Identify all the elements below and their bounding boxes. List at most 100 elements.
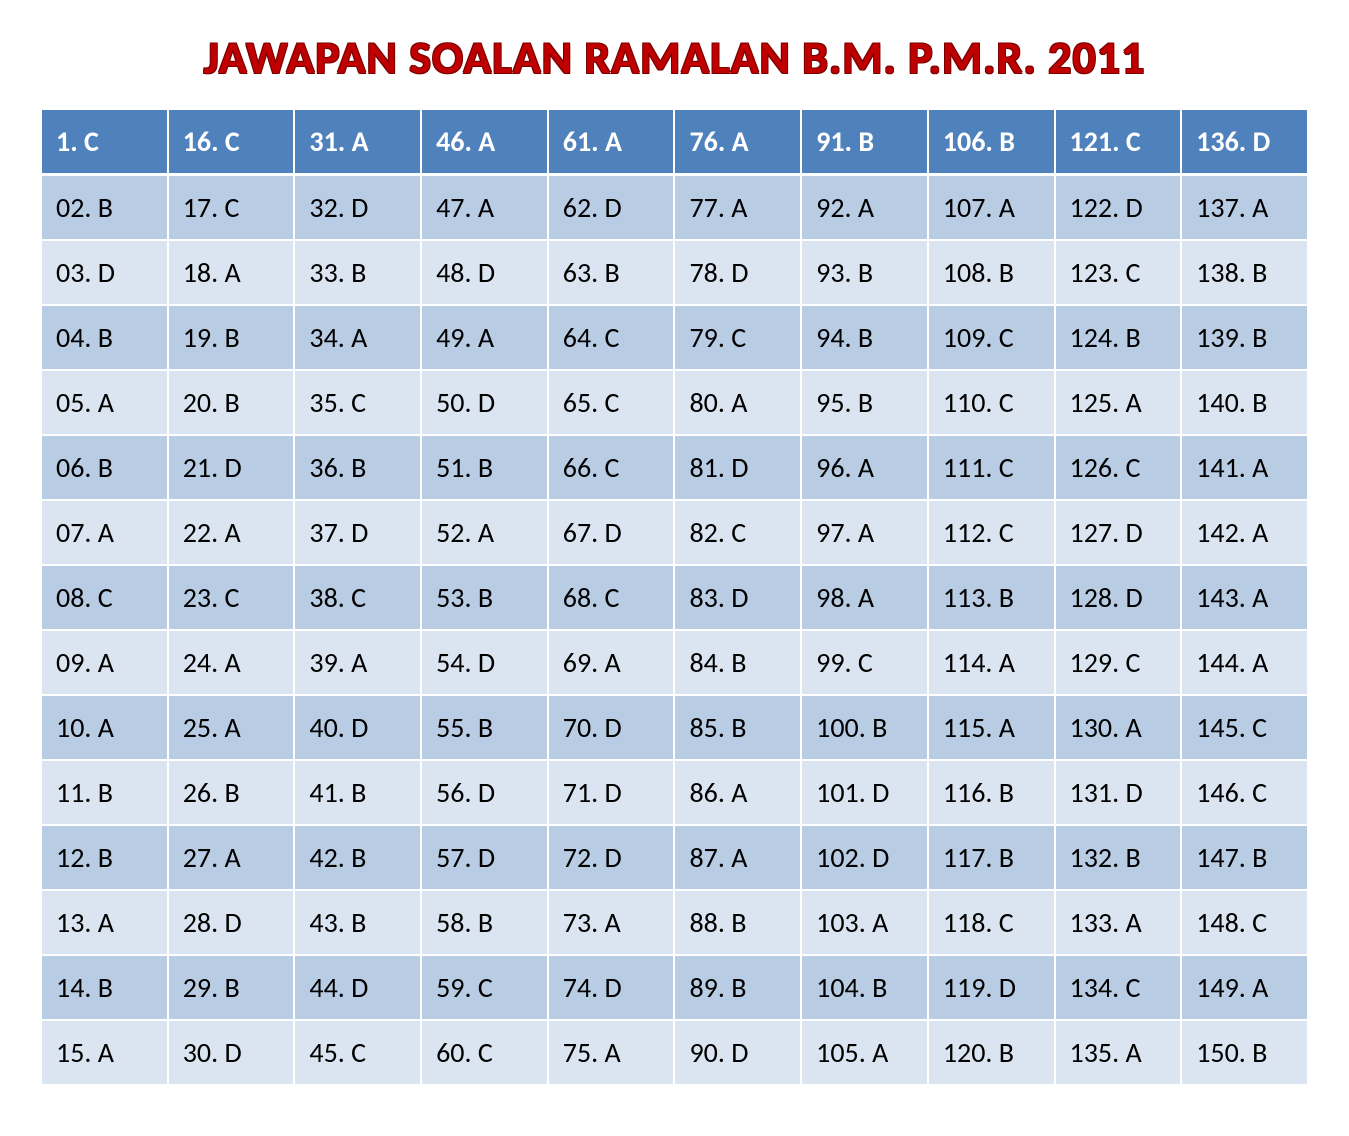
- answer-cell: 53. B: [421, 565, 548, 630]
- header-cell: 76. A: [674, 109, 801, 175]
- answer-cell: 06. B: [41, 435, 168, 500]
- answer-cell: 144. A: [1181, 630, 1308, 695]
- table-header-row: 1. C 16. C 31. A 46. A 61. A 76. A 91. B…: [41, 109, 1308, 175]
- answer-cell: 23. C: [168, 565, 295, 630]
- answer-key-table: 1. C 16. C 31. A 46. A 61. A 76. A 91. B…: [40, 108, 1309, 1086]
- answer-cell: 100. B: [801, 695, 928, 760]
- answer-cell: 93. B: [801, 240, 928, 305]
- answer-cell: 69. A: [548, 630, 675, 695]
- answer-cell: 118. C: [928, 890, 1055, 955]
- answer-cell: 12. B: [41, 825, 168, 890]
- answer-cell: 81. D: [674, 435, 801, 500]
- answer-cell: 21. D: [168, 435, 295, 500]
- answer-cell: 45. C: [294, 1020, 421, 1085]
- answer-cell: 27. A: [168, 825, 295, 890]
- answer-cell: 133. A: [1055, 890, 1182, 955]
- answer-cell: 73. A: [548, 890, 675, 955]
- answer-cell: 15. A: [41, 1020, 168, 1085]
- answer-cell: 84. B: [674, 630, 801, 695]
- table-row: 04. B19. B34. A49. A64. C79. C94. B109. …: [41, 305, 1308, 370]
- answer-cell: 103. A: [801, 890, 928, 955]
- answer-cell: 89. B: [674, 955, 801, 1020]
- answer-cell: 02. B: [41, 175, 168, 241]
- answer-cell: 64. C: [548, 305, 675, 370]
- answer-cell: 07. A: [41, 500, 168, 565]
- answer-cell: 105. A: [801, 1020, 928, 1085]
- header-cell: 136. D: [1181, 109, 1308, 175]
- table-row: 11. B26. B41. B56. D71. D86. A101. D116.…: [41, 760, 1308, 825]
- page-title: JAWAPAN SOALAN RAMALAN B.M. P.M.R. 2011: [40, 30, 1309, 86]
- answer-cell: 139. B: [1181, 305, 1308, 370]
- answer-cell: 43. B: [294, 890, 421, 955]
- answer-cell: 107. A: [928, 175, 1055, 241]
- answer-cell: 108. B: [928, 240, 1055, 305]
- answer-cell: 68. C: [548, 565, 675, 630]
- answer-cell: 97. A: [801, 500, 928, 565]
- answer-cell: 119. D: [928, 955, 1055, 1020]
- answer-cell: 132. B: [1055, 825, 1182, 890]
- answer-cell: 110. C: [928, 370, 1055, 435]
- answer-cell: 120. B: [928, 1020, 1055, 1085]
- answer-cell: 131. D: [1055, 760, 1182, 825]
- answer-cell: 11. B: [41, 760, 168, 825]
- header-cell: 1. C: [41, 109, 168, 175]
- answer-cell: 09. A: [41, 630, 168, 695]
- answer-cell: 109. C: [928, 305, 1055, 370]
- answer-cell: 75. A: [548, 1020, 675, 1085]
- answer-cell: 37. D: [294, 500, 421, 565]
- answer-cell: 149. A: [1181, 955, 1308, 1020]
- answer-cell: 66. C: [548, 435, 675, 500]
- answer-cell: 146. C: [1181, 760, 1308, 825]
- answer-cell: 35. C: [294, 370, 421, 435]
- answer-cell: 147. B: [1181, 825, 1308, 890]
- answer-cell: 123. C: [1055, 240, 1182, 305]
- answer-cell: 127. D: [1055, 500, 1182, 565]
- answer-cell: 33. B: [294, 240, 421, 305]
- answer-cell: 79. C: [674, 305, 801, 370]
- answer-cell: 141. A: [1181, 435, 1308, 500]
- answer-cell: 57. D: [421, 825, 548, 890]
- table-row: 13. A28. D43. B58. B73. A88. B103. A118.…: [41, 890, 1308, 955]
- answer-cell: 55. B: [421, 695, 548, 760]
- answer-cell: 95. B: [801, 370, 928, 435]
- answer-cell: 134. C: [1055, 955, 1182, 1020]
- answer-cell: 140. B: [1181, 370, 1308, 435]
- answer-cell: 124. B: [1055, 305, 1182, 370]
- answer-cell: 03. D: [41, 240, 168, 305]
- answer-cell: 56. D: [421, 760, 548, 825]
- table-body: 02. B17. C32. D47. A62. D77. A92. A107. …: [41, 175, 1308, 1086]
- answer-cell: 71. D: [548, 760, 675, 825]
- table-row: 10. A25. A40. D55. B70. D85. B100. B115.…: [41, 695, 1308, 760]
- answer-cell: 92. A: [801, 175, 928, 241]
- answer-cell: 08. C: [41, 565, 168, 630]
- header-cell: 61. A: [548, 109, 675, 175]
- answer-cell: 54. D: [421, 630, 548, 695]
- answer-cell: 72. D: [548, 825, 675, 890]
- answer-cell: 40. D: [294, 695, 421, 760]
- answer-cell: 129. C: [1055, 630, 1182, 695]
- answer-cell: 05. A: [41, 370, 168, 435]
- table-row: 08. C23. C38. C53. B68. C83. D98. A113. …: [41, 565, 1308, 630]
- answer-cell: 39. A: [294, 630, 421, 695]
- answer-cell: 38. C: [294, 565, 421, 630]
- answer-cell: 19. B: [168, 305, 295, 370]
- answer-cell: 122. D: [1055, 175, 1182, 241]
- table-row: 12. B27. A42. B57. D72. D87. A102. D117.…: [41, 825, 1308, 890]
- answer-cell: 67. D: [548, 500, 675, 565]
- answer-cell: 25. A: [168, 695, 295, 760]
- answer-cell: 104. B: [801, 955, 928, 1020]
- answer-cell: 59. C: [421, 955, 548, 1020]
- answer-cell: 112. C: [928, 500, 1055, 565]
- answer-cell: 28. D: [168, 890, 295, 955]
- answer-cell: 62. D: [548, 175, 675, 241]
- answer-cell: 116. B: [928, 760, 1055, 825]
- answer-cell: 63. B: [548, 240, 675, 305]
- table-row: 14. B29. B44. D59. C74. D89. B104. B119.…: [41, 955, 1308, 1020]
- answer-cell: 29. B: [168, 955, 295, 1020]
- answer-cell: 65. C: [548, 370, 675, 435]
- answer-cell: 114. A: [928, 630, 1055, 695]
- answer-cell: 125. A: [1055, 370, 1182, 435]
- answer-cell: 13. A: [41, 890, 168, 955]
- answer-cell: 34. A: [294, 305, 421, 370]
- answer-cell: 128. D: [1055, 565, 1182, 630]
